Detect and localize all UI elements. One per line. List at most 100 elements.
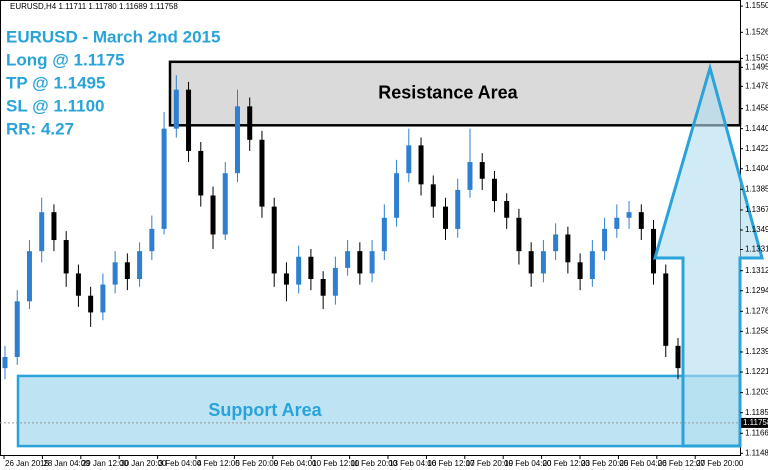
- x-tick-label: 4 Feb 12:00: [197, 459, 240, 468]
- candle-body: [638, 212, 644, 229]
- candle-body: [565, 234, 571, 263]
- y-tick-label: 1.14580: [745, 104, 768, 113]
- candle-body: [369, 251, 375, 274]
- x-tick-label: 20 Feb 12:00: [543, 459, 591, 468]
- x-tick-label: 28 Jan 04:00: [43, 459, 90, 468]
- y-tick-label: 1.13125: [745, 266, 768, 275]
- candle-body: [663, 273, 669, 346]
- candle-body: [381, 217, 387, 252]
- x-tick-label: 29 Jan 12:00: [82, 459, 129, 468]
- candle-body: [222, 173, 228, 235]
- candle-body: [173, 89, 179, 129]
- y-tick-label: 1.14400: [745, 124, 768, 133]
- x-tick-label: 13 Feb 04:00: [389, 459, 437, 468]
- annotation: TP @ 1.1495: [6, 73, 105, 92]
- y-tick-label: 1.12395: [745, 347, 768, 356]
- candle-body: [504, 201, 510, 218]
- candle-body: [271, 206, 277, 274]
- y-tick-label: 1.11850: [745, 408, 768, 417]
- zone: [16, 374, 742, 448]
- candle-body: [602, 228, 608, 252]
- y-tick-label: 1.14950: [745, 62, 768, 71]
- y-tick-label: 1.13855: [745, 184, 768, 193]
- x-tick-label: 11 Feb 20:00: [351, 459, 398, 468]
- candle-body: [75, 273, 81, 296]
- x-tick-label: 19 Feb 04:00: [504, 459, 552, 468]
- x-tick-label: 16 Feb 12:00: [427, 459, 475, 468]
- x-tick-label: 10 Feb 12:00: [312, 459, 360, 468]
- candle-body: [577, 262, 583, 280]
- candle-body: [210, 195, 216, 235]
- long-arrow: [653, 62, 764, 448]
- zone-label: Support Area: [208, 400, 322, 420]
- annotation: SL @ 1.1100: [6, 96, 105, 115]
- y-tick-label: 1.11665: [745, 428, 768, 437]
- candle-body: [553, 234, 559, 252]
- candle-body: [528, 251, 534, 274]
- candle-body: [626, 212, 632, 218]
- y-tick-label: 1.15030: [745, 54, 768, 63]
- candle-body: [320, 279, 326, 296]
- candle-body: [589, 251, 595, 280]
- annotation: EURUSD - March 2nd 2015: [6, 27, 220, 46]
- y-tick-label: 1.12945: [745, 286, 768, 295]
- y-tick-label: 1.14220: [745, 144, 768, 153]
- x-tick-label: 23 Feb 20:00: [581, 459, 629, 468]
- x-tick-label: 9 Feb 04:00: [274, 459, 317, 468]
- candle-body: [614, 217, 620, 229]
- candle-body: [651, 228, 657, 274]
- x-tick-label: 17 Feb 20:00: [466, 459, 514, 468]
- candle-body: [198, 150, 204, 196]
- candle-body: [39, 212, 45, 252]
- candle-body: [2, 356, 8, 369]
- candle-body: [332, 267, 338, 296]
- candle-body: [455, 189, 461, 229]
- x-tick-label: 25 Feb 04:00: [619, 459, 667, 468]
- x-tick-label: 5 Feb 20:00: [235, 459, 278, 468]
- x-tick-label: 30 Jan 20:00: [120, 459, 167, 468]
- candle-body: [296, 256, 302, 285]
- candle-body: [394, 173, 400, 218]
- candle-body: [540, 251, 546, 274]
- candle-body: [14, 301, 20, 357]
- y-tick-label: 1.12215: [745, 367, 768, 376]
- candle-body: [247, 106, 253, 140]
- candle-body: [26, 251, 32, 302]
- candle-body: [308, 256, 314, 280]
- y-tick-label: 1.15265: [745, 27, 768, 36]
- last-price-box: [741, 417, 768, 428]
- candle-body: [430, 184, 436, 207]
- candle-body: [149, 228, 155, 252]
- zone: [168, 60, 742, 127]
- annotation: Long @ 1.1175: [6, 50, 125, 69]
- candle-body: [234, 106, 240, 174]
- candle-body: [124, 262, 130, 280]
- y-tick-label: 1.14040: [745, 164, 768, 173]
- y-tick-label: 1.15500: [745, 1, 768, 10]
- candle-body: [259, 139, 265, 207]
- y-tick-label: 1.12760: [745, 306, 768, 315]
- y-tick-label: 1.13670: [745, 205, 768, 214]
- annotation: RR: 4.27: [6, 119, 74, 138]
- candle-body: [137, 251, 143, 280]
- candle-body: [491, 178, 497, 202]
- header: EURUSD,H4 1.11711 1.11780 1.11689 1.1175…: [10, 2, 178, 11]
- candle-body: [516, 217, 522, 252]
- y-tick-label: 1.13315: [745, 245, 768, 254]
- candle-body: [161, 128, 167, 229]
- last-price-label: 1.11758: [743, 418, 768, 427]
- candle-body: [357, 251, 363, 274]
- candle-body: [51, 212, 57, 241]
- candle-body: [186, 89, 192, 151]
- candle-body: [112, 262, 118, 285]
- candle-body: [443, 206, 449, 229]
- y-tick-label: 1.13490: [745, 225, 768, 234]
- candle-body: [88, 295, 94, 313]
- x-tick-label: 26 Jan 2015: [5, 459, 50, 468]
- x-tick-label: 3 Feb 04:00: [159, 459, 202, 468]
- zone-label: Resistance Area: [378, 82, 518, 102]
- candle-body: [675, 345, 681, 369]
- candle-body: [479, 162, 485, 179]
- candle-body: [283, 273, 289, 285]
